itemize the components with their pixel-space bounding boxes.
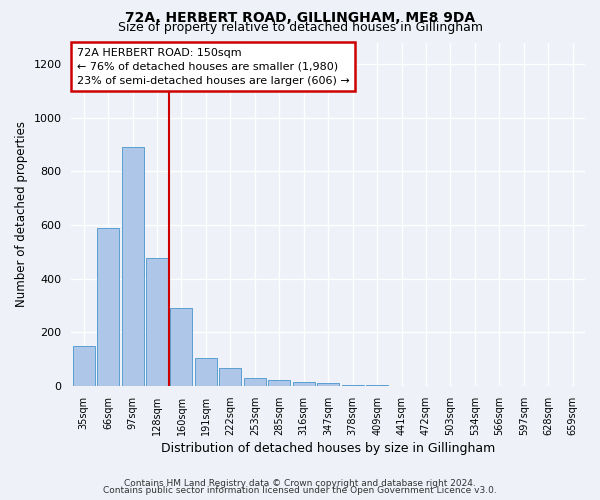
Bar — [317, 383, 339, 386]
Bar — [146, 258, 168, 386]
Text: 72A HERBERT ROAD: 150sqm
← 76% of detached houses are smaller (1,980)
23% of sem: 72A HERBERT ROAD: 150sqm ← 76% of detach… — [77, 48, 349, 86]
Bar — [170, 308, 193, 386]
Bar — [97, 228, 119, 386]
Bar — [73, 346, 95, 386]
Text: Contains HM Land Registry data © Crown copyright and database right 2024.: Contains HM Land Registry data © Crown c… — [124, 478, 476, 488]
Bar — [195, 358, 217, 386]
Bar — [293, 382, 315, 386]
Text: Contains public sector information licensed under the Open Government Licence v3: Contains public sector information licen… — [103, 486, 497, 495]
Bar — [220, 368, 241, 386]
Bar — [244, 378, 266, 386]
Text: Size of property relative to detached houses in Gillingham: Size of property relative to detached ho… — [118, 21, 482, 34]
Bar — [268, 380, 290, 386]
X-axis label: Distribution of detached houses by size in Gillingham: Distribution of detached houses by size … — [161, 442, 496, 455]
Text: 72A, HERBERT ROAD, GILLINGHAM, ME8 9DA: 72A, HERBERT ROAD, GILLINGHAM, ME8 9DA — [125, 11, 475, 25]
Bar — [122, 147, 143, 386]
Y-axis label: Number of detached properties: Number of detached properties — [15, 121, 28, 307]
Bar — [341, 385, 364, 386]
